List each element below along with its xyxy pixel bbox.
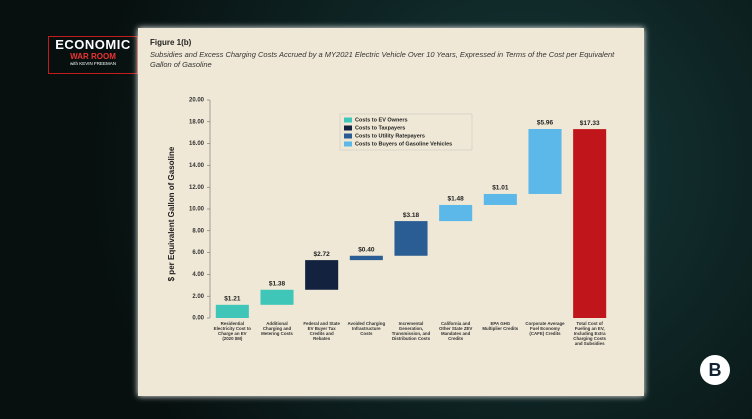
- y-tick-label: 16.00: [189, 141, 205, 147]
- y-tick-label: 12.00: [189, 185, 205, 191]
- y-axis-label: $ per Equivalent Gallon of Gasoline: [167, 146, 176, 281]
- y-tick-label: 14.00: [189, 163, 205, 169]
- value-label: $3.18: [403, 212, 420, 219]
- legend-label: Costs to EV Owners: [355, 117, 408, 123]
- x-tick-label: Avoided Charging Infrastructure Costs: [346, 321, 386, 336]
- x-tick-label: Residential Electricity Cost to Charge a…: [212, 321, 252, 341]
- value-label: $1.48: [448, 196, 465, 203]
- x-tick-label: Corporate Average Fuel Economy (CAFE) Cr…: [525, 321, 565, 336]
- bar: [394, 221, 427, 256]
- legend-swatch: [344, 118, 352, 123]
- bar: [305, 260, 338, 290]
- x-tick-label: EPA GHG Multiplier Credits: [480, 321, 520, 331]
- legend-swatch: [344, 134, 352, 139]
- x-tick-label: Additional Charging and Metering Costs: [257, 321, 297, 336]
- bar: [528, 129, 561, 194]
- y-tick-label: 18.00: [189, 119, 205, 125]
- y-tick-label: 0.00: [192, 316, 204, 322]
- x-tick-label: Incremental Generation, Transmission, an…: [391, 321, 431, 341]
- x-tick-label: Total Cost of Fueling an EV, Including E…: [570, 321, 610, 346]
- bar: [484, 194, 517, 205]
- channel-icon: B: [700, 355, 730, 385]
- legend-label: Costs to Utility Ratepayers: [355, 133, 425, 139]
- y-tick-label: 4.00: [192, 272, 204, 278]
- value-label: $5.96: [537, 120, 554, 127]
- chart-subtitle: Subsidies and Excess Charging Costs Accr…: [150, 50, 620, 70]
- value-label: $17.33: [580, 120, 600, 127]
- y-tick-label: 20.00: [189, 98, 205, 104]
- value-label: $0.40: [358, 246, 375, 253]
- screen: ECONOMIC WAR ROOM with KEVIN FREEMAN Fig…: [0, 0, 752, 419]
- x-tick-label: Federal and State EV Buyer Tax Credits a…: [302, 321, 342, 341]
- y-tick-label: 2.00: [192, 294, 204, 300]
- legend-label: Costs to Buyers of Gasoline Vehicles: [355, 141, 452, 147]
- y-tick-label: 6.00: [192, 250, 204, 256]
- legend-swatch: [344, 142, 352, 147]
- value-label: $1.01: [492, 185, 509, 192]
- bar: [216, 305, 249, 318]
- x-tick-label: California and Other State ZEV Mandates …: [436, 321, 476, 341]
- bar: [439, 205, 472, 221]
- y-tick-label: 8.00: [192, 228, 204, 234]
- legend-label: Costs to Taxpayers: [355, 125, 405, 131]
- chart-title: Figure 1(b): [150, 38, 192, 47]
- bar: [260, 290, 293, 305]
- value-label: $2.72: [314, 251, 331, 258]
- value-label: $1.38: [269, 280, 286, 287]
- value-label: $1.21: [224, 296, 241, 303]
- bar: [350, 256, 383, 260]
- y-tick-label: 10.00: [189, 207, 205, 213]
- legend-swatch: [344, 126, 352, 131]
- bar: [573, 129, 606, 318]
